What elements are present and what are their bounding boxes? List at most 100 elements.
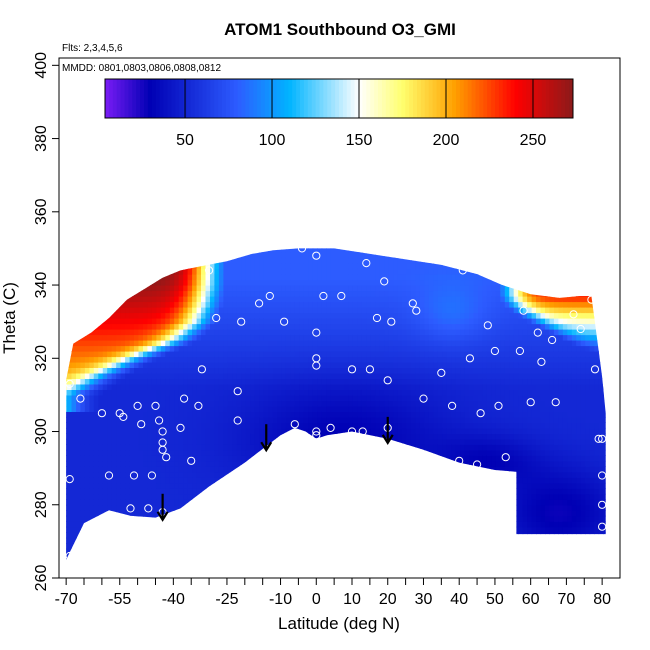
heatmap-cell	[317, 367, 323, 374]
heatmap-cell	[80, 329, 86, 336]
heatmap-cell	[67, 449, 73, 456]
heatmap-cell	[165, 405, 171, 412]
heatmap-cell	[259, 257, 265, 264]
heatmap-cell	[201, 241, 206, 247]
heatmap-cell	[116, 422, 122, 429]
heatmap-cell	[411, 521, 417, 528]
heatmap-cell	[76, 460, 82, 467]
heatmap-cell	[339, 537, 345, 544]
heatmap-cell	[299, 361, 305, 368]
heatmap-cell	[89, 301, 95, 308]
heatmap-cell	[348, 560, 353, 566]
heatmap-cell	[398, 560, 403, 566]
heatmap-cell	[312, 345, 318, 352]
heatmap-cell	[321, 383, 327, 390]
heatmap-cell	[268, 383, 274, 390]
heatmap-cell	[151, 466, 157, 473]
heatmap-cell	[160, 488, 166, 495]
heatmap-cell	[357, 515, 363, 522]
heatmap-cell	[120, 301, 126, 308]
heatmap-cell	[375, 499, 381, 506]
heatmap-cell	[125, 340, 131, 347]
heatmap-cell	[259, 526, 265, 533]
heatmap-cell	[254, 389, 260, 396]
heatmap-cell	[254, 405, 260, 412]
heatmap-cell	[317, 274, 323, 281]
heatmap-cell	[375, 471, 381, 478]
heatmap-cell	[178, 477, 184, 484]
heatmap-cell	[361, 334, 367, 341]
heatmap-cell	[143, 411, 149, 418]
heatmap-cell	[406, 510, 412, 517]
heatmap-cell	[151, 433, 157, 440]
heatmap-cell	[205, 323, 211, 330]
heatmap-cell	[71, 554, 77, 560]
heatmap-cell	[254, 296, 260, 303]
heatmap-cell	[339, 427, 345, 434]
heatmap-cell	[268, 405, 274, 412]
heatmap-cell	[147, 449, 153, 456]
heatmap-cell	[214, 510, 220, 517]
heatmap-cell	[183, 394, 189, 401]
heatmap-cell	[187, 334, 193, 341]
heatmap-cell	[218, 411, 224, 418]
heatmap-cell	[111, 466, 117, 473]
heatmap-cell	[406, 466, 412, 473]
heatmap-cell	[357, 334, 363, 341]
heatmap-cell	[250, 241, 255, 247]
heatmap-cell	[120, 279, 126, 286]
heatmap-cell	[321, 504, 327, 511]
heatmap-cell	[71, 438, 77, 445]
heatmap-cell	[143, 290, 149, 297]
heatmap-cell	[71, 378, 77, 385]
heatmap-cell	[317, 460, 323, 467]
heatmap-cell	[223, 416, 229, 423]
heatmap-cell	[299, 367, 305, 374]
heatmap-cell	[67, 560, 72, 566]
heatmap-cell	[169, 378, 175, 385]
heatmap-cell	[335, 263, 341, 270]
heatmap-cell	[402, 455, 408, 462]
heatmap-cell	[321, 263, 327, 270]
heatmap-cell	[419, 526, 425, 533]
heatmap-cell	[71, 493, 77, 500]
heatmap-cell	[411, 279, 417, 286]
heatmap-cell	[299, 301, 305, 308]
heatmap-cell	[210, 532, 216, 539]
heatmap-cell	[344, 422, 350, 429]
heatmap-cell	[120, 290, 126, 297]
heatmap-cell	[183, 493, 189, 500]
heatmap-cell	[160, 301, 166, 308]
heatmap-cell	[419, 433, 425, 440]
heatmap-cell	[89, 394, 95, 401]
heatmap-cell	[169, 263, 175, 270]
heatmap-cell	[178, 290, 184, 297]
heatmap-cell	[321, 526, 327, 533]
heatmap-cell	[286, 565, 291, 571]
heatmap-cell	[174, 482, 180, 489]
heatmap-cell	[214, 548, 220, 555]
heatmap-cell	[254, 515, 260, 522]
heatmap-cell	[236, 279, 242, 286]
heatmap-cell	[156, 526, 162, 533]
heatmap-cell	[375, 460, 381, 467]
heatmap-cell	[317, 482, 323, 489]
heatmap-cell	[268, 257, 274, 264]
heatmap-cell	[156, 482, 162, 489]
heatmap-cell	[236, 312, 242, 319]
heatmap-cell	[169, 312, 175, 319]
heatmap-cell	[263, 252, 269, 259]
heatmap-cell	[138, 488, 144, 495]
heatmap-cell	[281, 248, 287, 253]
heatmap-cell	[169, 510, 175, 517]
heatmap-cell	[67, 241, 72, 247]
heatmap-cell	[218, 312, 224, 319]
heatmap-cell	[285, 510, 291, 517]
heatmap-cell	[129, 301, 135, 308]
heatmap-cell	[143, 345, 149, 352]
heatmap-cell	[294, 493, 300, 500]
heatmap-cell	[312, 422, 318, 429]
heatmap-cell	[379, 274, 385, 281]
heatmap-cell	[250, 548, 256, 555]
heatmap-cell	[379, 257, 385, 264]
